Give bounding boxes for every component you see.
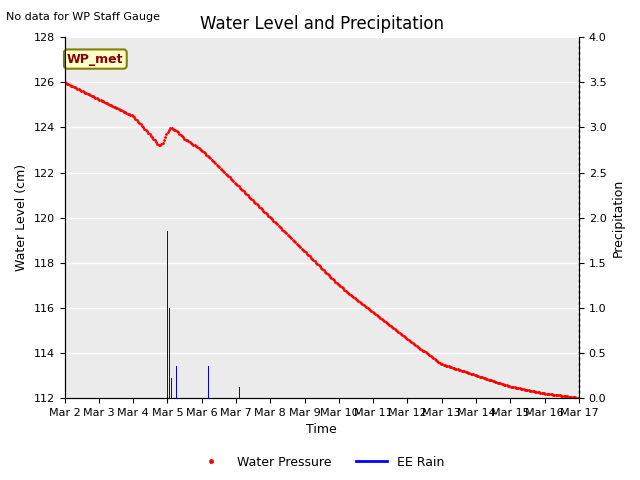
Bar <box>169 308 170 398</box>
Text: No data for WP Staff Gauge: No data for WP Staff Gauge <box>6 12 161 22</box>
Bar <box>176 366 177 398</box>
Bar <box>166 231 168 398</box>
X-axis label: Time: Time <box>307 423 337 436</box>
Y-axis label: Precipitation: Precipitation <box>612 179 625 257</box>
Text: WP_met: WP_met <box>67 53 124 66</box>
Bar <box>239 387 240 398</box>
Bar <box>164 267 166 398</box>
Bar <box>173 378 174 398</box>
Bar <box>208 366 209 398</box>
Y-axis label: Water Level (cm): Water Level (cm) <box>15 164 28 271</box>
Title: Water Level and Precipitation: Water Level and Precipitation <box>200 15 444 33</box>
Legend: Water Pressure, EE Rain: Water Pressure, EE Rain <box>190 451 450 474</box>
